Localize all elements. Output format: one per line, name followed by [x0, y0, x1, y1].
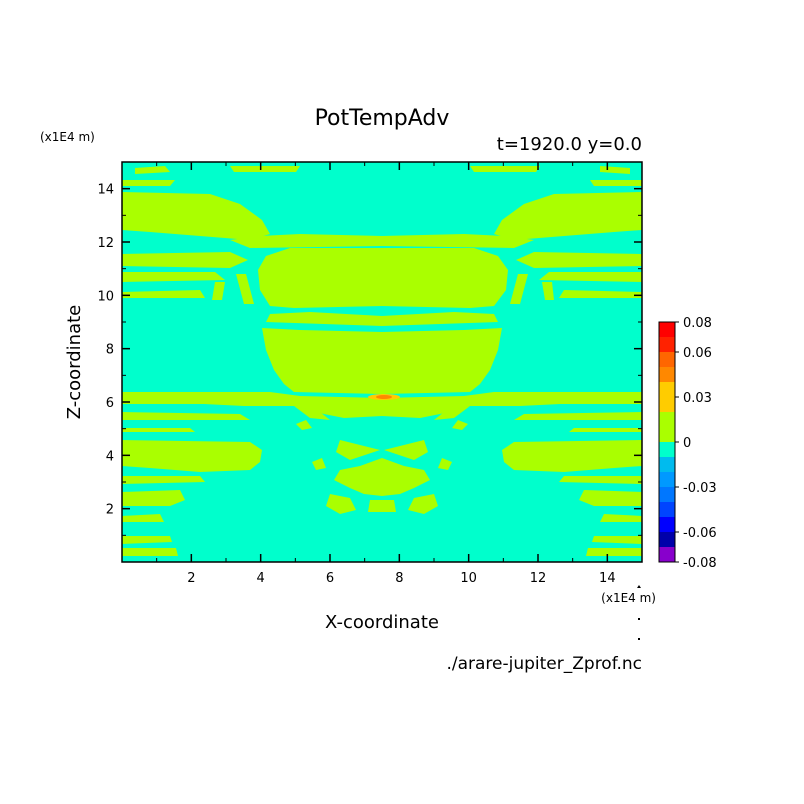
colorbar-label: 0.03	[683, 391, 712, 406]
y-tick-label: 2	[106, 503, 114, 518]
colorbar-segment	[659, 397, 675, 412]
colorbar-segment	[659, 322, 675, 337]
y-tick-label: 12	[97, 236, 114, 251]
x-tick-label: 2	[187, 571, 195, 586]
colorbar-segment	[659, 517, 675, 532]
x-tick-label: 6	[326, 571, 334, 586]
colorbar-segment	[659, 532, 675, 547]
colorbar-label: 0.06	[683, 346, 712, 361]
colorbar-segment	[659, 487, 675, 502]
positive-regions	[122, 166, 642, 556]
colorbar-segment	[659, 502, 675, 517]
source-file-label: ./arare-jupiter_Zprof.nc	[446, 654, 642, 674]
colorbar-segment	[659, 547, 675, 562]
colorbar-segment	[659, 367, 675, 382]
colorbar-label: 0.08	[683, 316, 712, 331]
colorbar-label: 0	[683, 436, 691, 451]
x-tick-label: 12	[530, 571, 547, 586]
colorbar-label: -0.06	[683, 526, 717, 541]
colorbar-segment	[659, 382, 675, 397]
x-axis-ticks: 2 4 6 8 10 12 14	[156, 162, 643, 586]
x-axis-label: X-coordinate	[325, 612, 439, 633]
y-tick-label: 6	[106, 396, 114, 411]
peak-core	[376, 395, 392, 399]
y-tick-label: 14	[97, 183, 114, 198]
plot-area	[122, 162, 642, 562]
colorbar-segment	[659, 472, 675, 487]
colorbar-label: -0.08	[683, 556, 717, 571]
x-tick-label: 8	[395, 571, 403, 586]
y-tick-label: 8	[106, 343, 114, 358]
colorbar-segment	[659, 457, 675, 472]
marker-dots	[637, 585, 641, 640]
colorbar-segment	[659, 412, 675, 427]
colorbar-label: -0.03	[683, 481, 717, 496]
y-axis-label: Z-coordinate	[64, 305, 85, 420]
time-label: t=1920.0 y=0.0	[497, 134, 642, 155]
colorbar-segment	[659, 337, 675, 352]
colorbar-segment	[659, 427, 675, 442]
y-tick-label: 10	[97, 289, 114, 304]
y-axis-ticks: 2 4 6 8 10 12 14	[97, 161, 642, 536]
x-tick-label: 4	[257, 571, 265, 586]
colorbar-segment	[659, 352, 675, 367]
y-tick-label: 4	[106, 449, 114, 464]
x-unit-label: (x1E4 m)	[601, 591, 656, 605]
y-unit-label: (x1E4 m)	[40, 130, 95, 144]
plot-frame	[121, 161, 643, 563]
x-tick-label: 14	[599, 571, 616, 586]
chart-title: PotTempAdv	[315, 106, 450, 131]
x-tick-label: 10	[460, 571, 477, 586]
colorbar: 0.08 0.06 0.03 0 -0.03 -0.06 -0.08	[658, 316, 717, 571]
colorbar-segment	[659, 442, 675, 457]
